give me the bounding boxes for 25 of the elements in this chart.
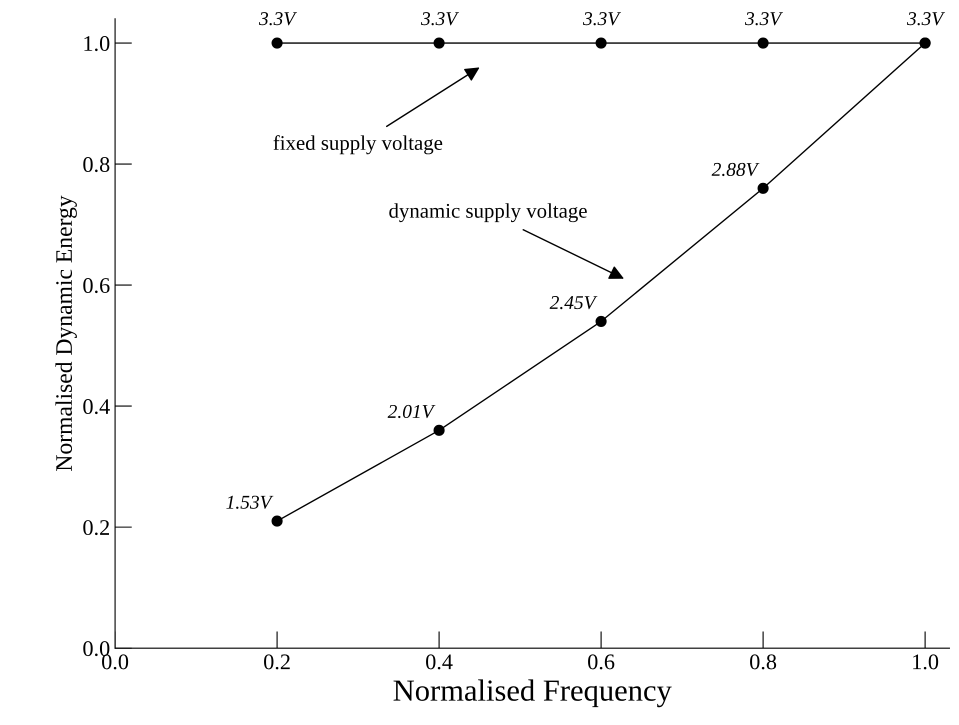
y-axis-title: Normalised Dynamic Energy [55,195,77,471]
x-axis-title: Normalised Frequency [394,679,672,708]
y-tick-label: 0.4 [83,399,110,414]
annotation: 2.88V [712,162,760,176]
annotation: 2.01V [388,404,436,418]
annotation: 2.45V [550,296,598,310]
x-tick-label: 0.8 [750,654,776,670]
x-tick-label: 0.0 [102,654,128,670]
y-tick-label: 0.0 [83,641,110,656]
annotation: dynamic supply voltage [389,203,587,222]
annotation: 3.3V [744,12,784,26]
annotation: 3.3V [906,12,946,26]
y-tick-label: 0.2 [83,520,109,536]
y-tick-label: 1.0 [84,36,110,52]
annotation: 1.53V [226,496,274,509]
y-tick-label: 0.8 [83,157,110,172]
annotation: fixed supply voltage [273,135,442,154]
x-tick-label: 0.4 [426,654,453,670]
x-tick-label: 1.0 [913,654,938,670]
annotation: 3.3V [258,12,298,26]
x-tick-label: 0.2 [264,654,290,670]
y-tick-label: 0.6 [83,278,110,294]
annotation: 3.3V [582,12,622,26]
x-tick-label: 0.6 [588,654,614,670]
annotation: 3.3V [420,12,460,26]
